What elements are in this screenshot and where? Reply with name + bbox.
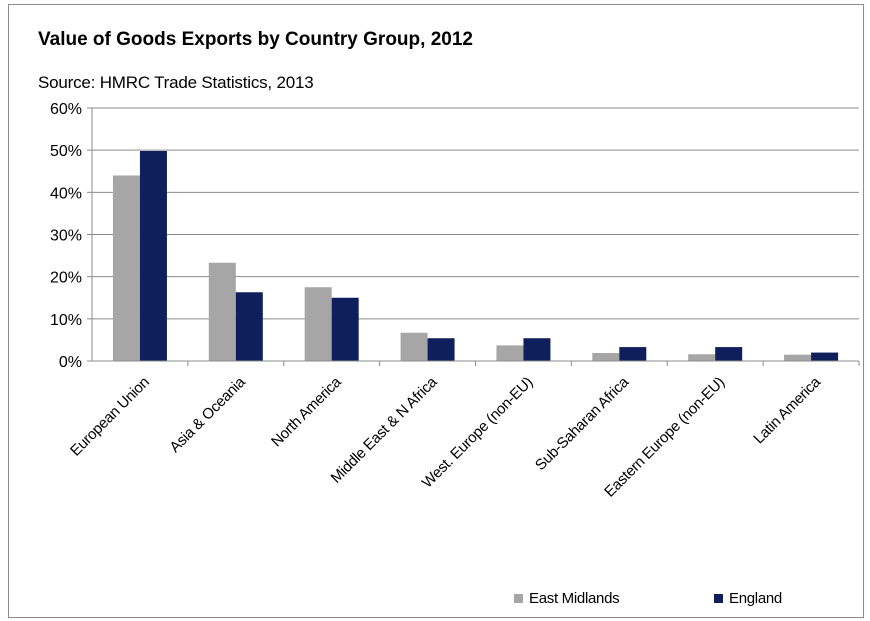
- chart-title: Value of Goods Exports by Country Group,…: [38, 29, 473, 50]
- y-tick-label: 40%: [50, 185, 82, 202]
- legend-item-england: England: [714, 590, 782, 607]
- bar-east-midlands-eastern-europe-non-eu: [688, 354, 716, 361]
- bar-east-midlands-european-union: [112, 175, 140, 361]
- legend-label-england: England: [729, 590, 782, 607]
- bar-england-west-europe-non-eu: [523, 338, 551, 361]
- bar-east-midlands-north-america: [304, 287, 332, 361]
- chart-subtitle: Source: HMRC Trade Statistics, 2013: [38, 73, 314, 92]
- axes: [87, 107, 860, 366]
- legend-swatch-england: [714, 594, 723, 603]
- bar-england-eastern-europe-non-eu: [715, 347, 743, 361]
- x-category-label: Middle East & N Africa: [328, 373, 442, 487]
- legend-item-east-midlands: East Midlands: [514, 590, 620, 607]
- x-category-labels: European Union Asia & Oceania North Americ…: [67, 373, 825, 501]
- y-tick-label: 60%: [50, 101, 82, 118]
- y-tick-label: 20%: [50, 270, 82, 287]
- bar-england-sub-saharan-africa: [619, 347, 647, 361]
- y-tick-label: 0%: [59, 354, 82, 371]
- x-category-label: West. Europe (non-EU): [419, 374, 537, 492]
- bar-east-midlands-asia-oceania: [208, 262, 236, 361]
- y-tick-label: 50%: [50, 143, 82, 160]
- x-category-label: Sub-Saharan Africa: [532, 373, 633, 474]
- x-category-label: Asia & Oceania: [166, 373, 249, 456]
- bar-east-midlands-latin-america: [784, 354, 812, 361]
- x-category-label: European Union: [67, 374, 153, 460]
- bar-england-north-america: [331, 297, 359, 361]
- bar-england-european-union: [139, 151, 167, 361]
- x-category-label: Latin America: [750, 373, 824, 447]
- legend-swatch-east-midlands: [514, 594, 523, 603]
- y-tick-label: 10%: [50, 312, 82, 329]
- x-category-label: North America: [268, 373, 345, 450]
- bars: [112, 151, 839, 361]
- y-tick-labels: 0% 10% 20% 30% 40% 50% 60%: [50, 101, 82, 371]
- bar-east-midlands-middle-east-n-africa: [400, 332, 428, 361]
- bar-england-asia-oceania: [235, 292, 263, 361]
- legend-label-east-midlands: East Midlands: [529, 590, 620, 607]
- bar-east-midlands-west-europe-non-eu: [496, 345, 524, 361]
- gridlines: [92, 107, 859, 320]
- bar-east-midlands-sub-saharan-africa: [592, 352, 620, 361]
- bar-england-middle-east-n-africa: [427, 338, 455, 361]
- y-tick-label: 30%: [50, 228, 82, 245]
- bar-england-latin-america: [811, 352, 839, 361]
